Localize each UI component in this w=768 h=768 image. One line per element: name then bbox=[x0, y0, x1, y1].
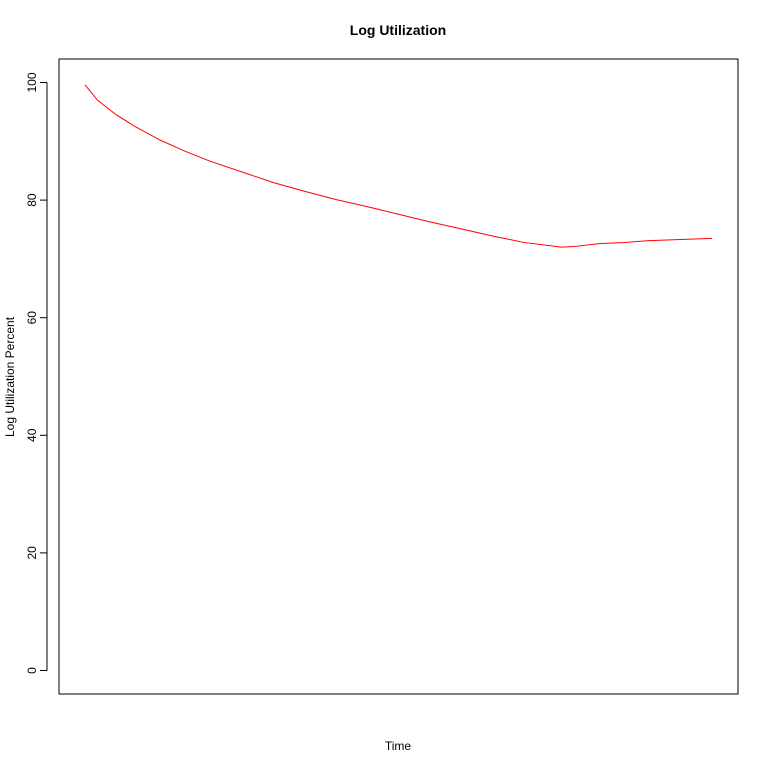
chart-title: Log Utilization bbox=[350, 22, 446, 38]
y-tick-label: 100 bbox=[25, 72, 39, 92]
y-axis-label: Log Utilization Percent bbox=[3, 316, 17, 437]
x-axis-label: Time bbox=[385, 739, 412, 753]
y-axis: 0 20 40 60 80 100 bbox=[25, 72, 48, 674]
y-tick-label: 80 bbox=[25, 193, 39, 207]
y-tick-label: 0 bbox=[25, 667, 39, 674]
y-tick-label: 60 bbox=[25, 311, 39, 325]
plot-frame bbox=[58, 58, 739, 695]
y-tick-label: 40 bbox=[25, 428, 39, 442]
series-line bbox=[84, 84, 713, 248]
y-tick-label: 20 bbox=[25, 546, 39, 560]
